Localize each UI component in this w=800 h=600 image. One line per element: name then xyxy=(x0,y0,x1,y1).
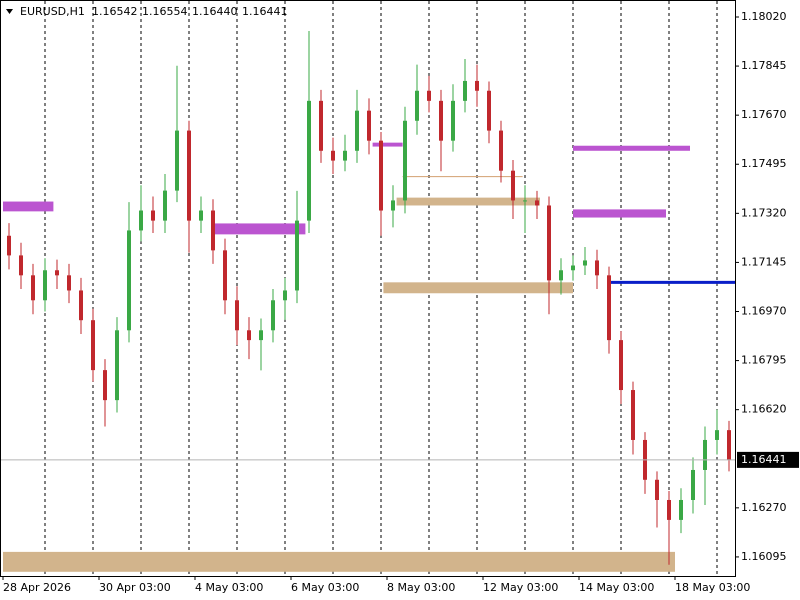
zone xyxy=(573,145,690,151)
header-quote: 1.16542 xyxy=(92,5,138,18)
y-tick-label: 1.16620 xyxy=(741,403,787,416)
zone xyxy=(213,223,306,235)
candle-body xyxy=(547,205,551,281)
candle-body xyxy=(319,100,323,151)
candle-body xyxy=(211,210,215,251)
candle-body xyxy=(163,190,167,221)
candle-body xyxy=(247,330,251,341)
candle-body xyxy=(403,120,407,201)
candle-body xyxy=(427,90,431,101)
candle-body xyxy=(151,210,155,221)
x-tick-label: 30 Apr 03:00 xyxy=(99,581,171,594)
candle-body xyxy=(571,265,575,271)
candle-body xyxy=(715,430,719,440)
candle-body xyxy=(511,170,515,201)
candle-body xyxy=(583,260,587,266)
x-tick-label: 8 May 03:00 xyxy=(387,581,455,594)
candle-body xyxy=(67,275,71,291)
candle-body xyxy=(451,100,455,141)
y-tick-label: 1.17670 xyxy=(741,108,787,121)
x-tick-label: 14 May 03:00 xyxy=(579,581,654,594)
header-quote: 1.16554 xyxy=(142,5,188,18)
candle-body xyxy=(139,210,143,231)
candle-body xyxy=(187,130,191,221)
candle-body xyxy=(367,110,371,141)
y-tick-label: 1.16095 xyxy=(741,550,787,563)
candle-body xyxy=(415,90,419,121)
candle-body xyxy=(679,499,683,520)
menu-arrow[interactable] xyxy=(6,9,13,14)
y-tick-label: 1.17145 xyxy=(741,255,787,268)
candle-body xyxy=(439,100,443,141)
candle-body xyxy=(391,200,395,211)
candle-body xyxy=(91,320,95,371)
candle-body xyxy=(703,439,707,470)
candle-body xyxy=(343,150,347,161)
y-tick-label: 1.18020 xyxy=(741,10,787,23)
candle-body xyxy=(223,250,227,301)
candle-body xyxy=(103,370,107,401)
candle-body xyxy=(331,150,335,161)
candle-body xyxy=(271,300,275,331)
candle-body xyxy=(43,270,47,301)
candle-body xyxy=(619,340,623,391)
candle-body xyxy=(655,479,659,500)
y-tick-label: 1.16795 xyxy=(741,354,787,367)
candle-body xyxy=(307,100,311,221)
zone xyxy=(383,282,573,294)
candle-body xyxy=(19,255,23,276)
header-quote: 1.16441 xyxy=(242,5,288,18)
candle-body xyxy=(475,80,479,91)
candle-body xyxy=(691,469,695,500)
y-tick-label: 1.17495 xyxy=(741,157,787,170)
candle-body xyxy=(259,330,263,341)
candle-body xyxy=(115,330,119,401)
symbol-title: EURUSD,H1 xyxy=(20,5,85,18)
candle-body xyxy=(535,200,539,206)
x-tick-label: 12 May 03:00 xyxy=(483,581,558,594)
zone xyxy=(3,551,675,572)
zone xyxy=(372,142,403,147)
candle-body xyxy=(463,80,467,101)
candle-body xyxy=(379,140,383,211)
candle-body xyxy=(199,210,203,221)
candle-body xyxy=(631,390,635,440)
y-tick-label: 1.16270 xyxy=(741,501,787,514)
y-tick-label: 1.17845 xyxy=(741,59,787,72)
zone xyxy=(573,209,666,218)
candle-body xyxy=(355,110,359,151)
plot-frame xyxy=(0,0,736,577)
y-tick-label: 1.16970 xyxy=(741,305,787,318)
x-tick-label: 4 May 03:00 xyxy=(195,581,263,594)
x-tick-label: 28 Apr 2026 xyxy=(3,581,71,594)
header-quote: 1.16440 xyxy=(192,5,238,18)
candle-body xyxy=(283,290,287,301)
x-tick-label: 18 May 03:00 xyxy=(675,581,750,594)
candle-body xyxy=(31,275,35,301)
zone xyxy=(396,197,540,206)
candle-body xyxy=(7,235,11,256)
candle-body xyxy=(595,260,599,276)
candle-body xyxy=(559,270,563,281)
x-tick-label: 6 May 03:00 xyxy=(291,581,359,594)
last-price-box xyxy=(737,451,799,468)
candle-body xyxy=(667,499,671,520)
candle-body xyxy=(727,430,731,460)
candle-body xyxy=(55,270,59,276)
candle-body xyxy=(127,230,131,331)
zone xyxy=(3,201,54,212)
candle-body xyxy=(175,130,179,191)
y-tick-label: 1.17320 xyxy=(741,206,787,219)
candle-body xyxy=(235,300,239,331)
candle-body xyxy=(79,290,83,321)
candle-body xyxy=(499,130,503,171)
candle-body xyxy=(607,275,611,341)
candle-body xyxy=(295,220,299,291)
last-price-label: 1.16441 xyxy=(741,453,787,466)
candle-body xyxy=(523,200,527,202)
candle-body xyxy=(487,90,491,131)
